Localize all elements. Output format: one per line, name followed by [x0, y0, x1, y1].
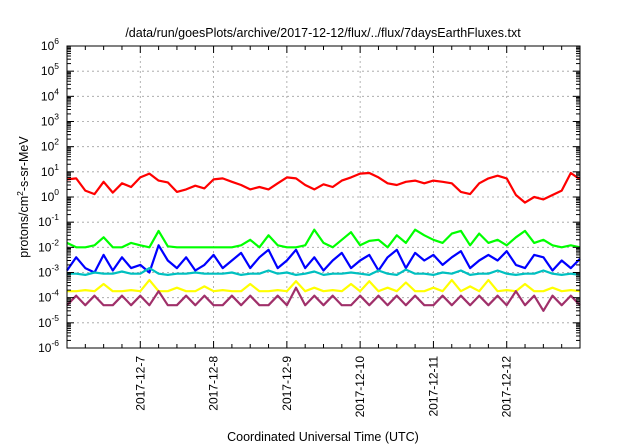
- y-tick-base: 10: [38, 240, 52, 254]
- series-line-6: [66, 286, 581, 312]
- y-tick-label: 10-2: [38, 237, 59, 254]
- y-tick-exponent: -2: [51, 237, 59, 247]
- y-tick-base: 10: [38, 291, 52, 305]
- x-tick-label: 2017-12-8: [207, 356, 221, 411]
- y-tick-exponent: -4: [51, 288, 59, 298]
- y-tick-label: 103: [41, 112, 59, 129]
- y-tick-label: 10-3: [38, 263, 59, 280]
- x-axis-label: Coordinated Universal Time (UTC): [227, 430, 419, 444]
- y-tick-base: 10: [41, 39, 55, 53]
- y-tick-label: 10-1: [38, 212, 59, 229]
- series-line-1: [66, 171, 581, 204]
- y-tick-base: 10: [41, 64, 55, 78]
- y-tick-exponent: -1: [51, 212, 59, 222]
- y-axis-label-sup: 2: [15, 191, 25, 196]
- y-tick-base: 10: [41, 190, 55, 204]
- y-tick-exponent: 5: [54, 61, 59, 71]
- y-tick-exponent: -5: [51, 313, 59, 323]
- chart-title: /data/run/goesPlots/archive/2017-12-12/f…: [125, 26, 521, 40]
- y-tick-base: 10: [38, 341, 52, 355]
- y-tick-exponent: 4: [54, 86, 59, 96]
- y-tick-label: 10-4: [38, 288, 59, 305]
- y-tick-label: 100: [41, 187, 59, 204]
- y-tick-base: 10: [41, 115, 55, 129]
- tick-layer: [67, 45, 580, 349]
- y-tick-label: 10-6: [38, 338, 59, 355]
- y-tick-exponent: 3: [54, 112, 59, 122]
- x-tick-label: 2017-12-9: [280, 356, 294, 411]
- series-line-3: [66, 244, 581, 274]
- y-tick-label: 106: [41, 36, 59, 53]
- y-tick-base: 10: [38, 316, 52, 330]
- y-axis-label-post: -s-sr-MeV: [17, 136, 31, 192]
- y-tick-exponent: 0: [54, 187, 59, 197]
- y-tick-label: 104: [41, 86, 59, 103]
- y-tick-base: 10: [41, 165, 55, 179]
- y-tick-label: 102: [41, 137, 59, 154]
- x-tick-label: 2017-12-7: [133, 356, 147, 411]
- y-tick-exponent: -3: [51, 263, 59, 273]
- series-line-5: [67, 279, 581, 293]
- y-axis-label-pre: protons/cm: [17, 196, 31, 258]
- series-line-2: [66, 228, 581, 249]
- y-tick-base: 10: [41, 89, 55, 103]
- y-tick-label: 105: [41, 61, 59, 78]
- series-line-4: [67, 267, 581, 276]
- y-tick-base: 10: [41, 140, 55, 154]
- y-tick-base: 10: [38, 215, 52, 229]
- y-tick-label: 101: [41, 162, 59, 179]
- y-tick-exponent: 1: [54, 162, 59, 172]
- series-layer: [66, 171, 581, 312]
- y-tick-exponent: 6: [54, 36, 59, 46]
- x-tick-label: 2017-12-12: [500, 356, 514, 418]
- y-tick-label: 10-5: [38, 313, 59, 330]
- y-tick-base: 10: [38, 266, 52, 280]
- x-tick-label: 2017-12-10: [353, 356, 367, 418]
- y-tick-exponent: 2: [54, 137, 59, 147]
- x-tick-label: 2017-12-11: [426, 356, 440, 417]
- y-tick-exponent: -6: [51, 338, 59, 348]
- label-layer: 2017-12-7 2017-12-8 2017-12-9 2017-12-10 201…: [38, 36, 514, 417]
- grid-layer: [67, 46, 580, 348]
- y-axis-label: protons/cm2-s-sr-MeV: [15, 136, 31, 258]
